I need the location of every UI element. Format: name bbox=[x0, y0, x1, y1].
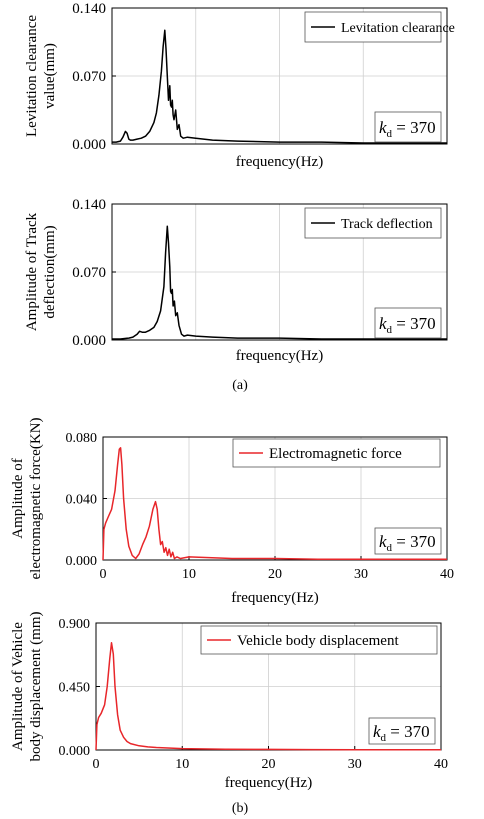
y-axis-label: body displacement (mm) bbox=[28, 612, 44, 762]
annotation: kd = 370 bbox=[374, 111, 442, 143]
x-tick-label: 30 bbox=[348, 757, 362, 772]
annotation-text: kd = 370 bbox=[379, 532, 436, 554]
y-axis-label: electromagnetic force(KN) bbox=[28, 418, 44, 580]
y-tick-label: 0.000 bbox=[72, 137, 106, 153]
chart-panel-4: 0.000 0.450 0.900 0 10 20 30 40 frequency(Hz) Amp… bbox=[10, 612, 448, 791]
legend: Vehicle body displacement bbox=[200, 625, 438, 655]
y-axis-label: value(mm) bbox=[42, 43, 58, 109]
legend-box bbox=[200, 625, 438, 655]
y-axis-label: deflection(mm) bbox=[42, 225, 58, 318]
chart-panel-3: 0.000 0.040 0.080 0 10 20 30 40 frequency(Hz) Amp… bbox=[10, 418, 454, 607]
x-tick-label: 40 bbox=[434, 757, 448, 772]
y-tick-label: 0.140 bbox=[72, 197, 106, 213]
y-axis-label: Amplitude of bbox=[10, 458, 26, 538]
x-axis-label: frequency(Hz) bbox=[225, 775, 312, 791]
x-axis-label: frequency(Hz) bbox=[231, 590, 318, 606]
y-tick-label: 0.070 bbox=[72, 69, 106, 85]
series-line bbox=[112, 225, 447, 340]
y-tick-label: 0.000 bbox=[66, 554, 98, 569]
legend: Levitation clearance bbox=[304, 11, 455, 43]
y-tick-label: 0.450 bbox=[59, 681, 91, 696]
y-tick-label: 0.000 bbox=[59, 744, 91, 759]
annotation-box bbox=[368, 717, 436, 745]
annotation-text: kd = 370 bbox=[379, 118, 436, 140]
caption-b: (b) bbox=[232, 801, 249, 816]
series-line bbox=[102, 447, 447, 561]
x-tick-label: 10 bbox=[175, 757, 189, 772]
legend-label: Track deflection bbox=[341, 217, 433, 232]
y-axis-label: Levitation clearance bbox=[24, 15, 40, 137]
annotation-text: kd = 370 bbox=[373, 722, 430, 744]
chart-panel-2: 0.000 0.070 0.140 frequency(Hz) Amplitude of… bbox=[24, 197, 448, 364]
annotation: kd = 370 bbox=[374, 307, 442, 339]
x-tick-label: 30 bbox=[354, 567, 368, 582]
annotation-text: kd = 370 bbox=[379, 314, 436, 336]
x-tick-label: 40 bbox=[440, 567, 454, 582]
series-line bbox=[112, 29, 447, 144]
legend-label: Levitation clearance bbox=[341, 21, 455, 36]
legend-label: Vehicle body displacement bbox=[237, 633, 399, 649]
y-tick-label: 0.080 bbox=[66, 431, 98, 446]
y-tick-label: 0.070 bbox=[72, 265, 106, 281]
annotation: kd = 370 bbox=[368, 717, 436, 745]
x-tick-label: 0 bbox=[93, 757, 100, 772]
y-tick-label: 0.140 bbox=[72, 1, 106, 17]
annotation: kd = 370 bbox=[374, 527, 442, 555]
caption-a: (a) bbox=[232, 378, 248, 393]
y-tick-label: 0.040 bbox=[66, 493, 98, 508]
chart-panel-1: 0.000 0.070 0.140 frequency(Hz) Levitation c… bbox=[24, 1, 455, 170]
y-axis-label: Amplitude of Vehicle bbox=[10, 622, 26, 751]
x-tick-label: 0 bbox=[100, 567, 107, 582]
legend: Track deflection bbox=[304, 207, 442, 239]
series-line bbox=[95, 642, 441, 751]
legend-label: Electromagnetic force bbox=[269, 446, 402, 462]
annotation-box bbox=[374, 307, 442, 339]
legend-box bbox=[232, 438, 441, 468]
x-axis-label: frequency(Hz) bbox=[236, 154, 323, 170]
y-axis-label: Amplitude of Track bbox=[24, 212, 40, 331]
x-tick-label: 20 bbox=[262, 757, 276, 772]
x-tick-label: 20 bbox=[268, 567, 282, 582]
annotation-box bbox=[374, 111, 442, 143]
legend: Electromagnetic force bbox=[232, 438, 441, 468]
annotation-box bbox=[374, 527, 442, 555]
x-tick-label: 10 bbox=[182, 567, 196, 582]
x-axis-label: frequency(Hz) bbox=[236, 348, 323, 364]
y-tick-label: 0.900 bbox=[59, 617, 91, 632]
y-tick-label: 0.000 bbox=[72, 333, 106, 349]
